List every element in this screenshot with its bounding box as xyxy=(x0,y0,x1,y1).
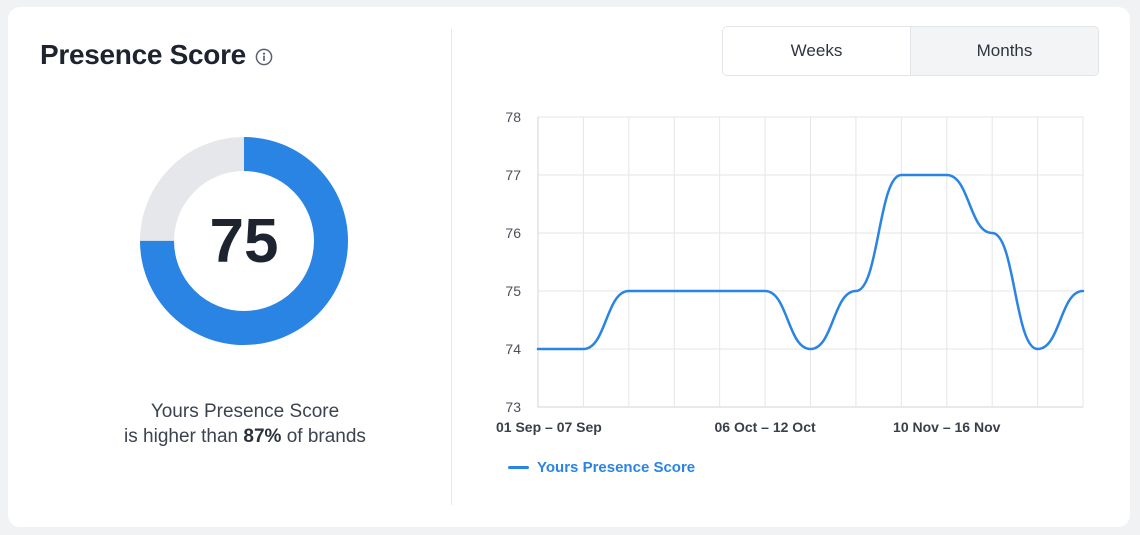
panel-divider xyxy=(451,29,452,505)
title-row: Presence Score xyxy=(40,39,273,71)
info-icon[interactable] xyxy=(255,48,273,66)
x-tick-label: 06 Oct – 12 Oct xyxy=(714,419,816,435)
series-line xyxy=(536,173,1085,351)
score-summary: Yours Presence Score is higher than 87% … xyxy=(8,399,482,449)
y-tick-label: 78 xyxy=(505,109,521,125)
x-tick-label: 01 Sep – 07 Sep xyxy=(496,419,602,435)
y-tick-label: 75 xyxy=(505,283,521,299)
score-donut xyxy=(140,137,348,345)
weeks-toggle-button[interactable]: Weeks xyxy=(723,27,911,75)
score-value: 75 xyxy=(209,206,279,276)
score-panel: Presence Score 75 Yours Presence Score i… xyxy=(8,7,452,527)
summary-line-1: Yours Presence Score xyxy=(150,401,340,422)
legend-label: Yours Presence Score xyxy=(537,459,696,476)
months-toggle-button[interactable]: Months xyxy=(911,27,1098,75)
legend-swatch xyxy=(508,466,529,469)
summary-suffix: of brands xyxy=(281,426,366,447)
summary-line-2: is higher than 87% of brands xyxy=(8,424,482,449)
summary-percent: 87% xyxy=(243,426,282,447)
presence-score-card: Presence Score 75 Yours Presence Score i… xyxy=(8,7,1130,527)
y-tick-label: 77 xyxy=(505,167,521,183)
summary-prefix: is higher than xyxy=(124,426,244,447)
y-tick-label: 74 xyxy=(505,341,521,357)
x-tick-label: 10 Nov – 16 Nov xyxy=(893,419,1001,435)
y-tick-label: 73 xyxy=(505,399,521,415)
presence-score-line-chart: 73 74 75 76 77 78 01 Sep – 07 Sep 06 Oct – 12 O… xyxy=(496,109,1085,435)
page-title: Presence Score xyxy=(40,39,246,70)
period-toggle: Weeks Months xyxy=(722,26,1099,76)
y-tick-label: 76 xyxy=(505,225,521,241)
donut-fill xyxy=(140,137,348,345)
chart-legend[interactable]: Yours Presence Score xyxy=(508,459,695,476)
